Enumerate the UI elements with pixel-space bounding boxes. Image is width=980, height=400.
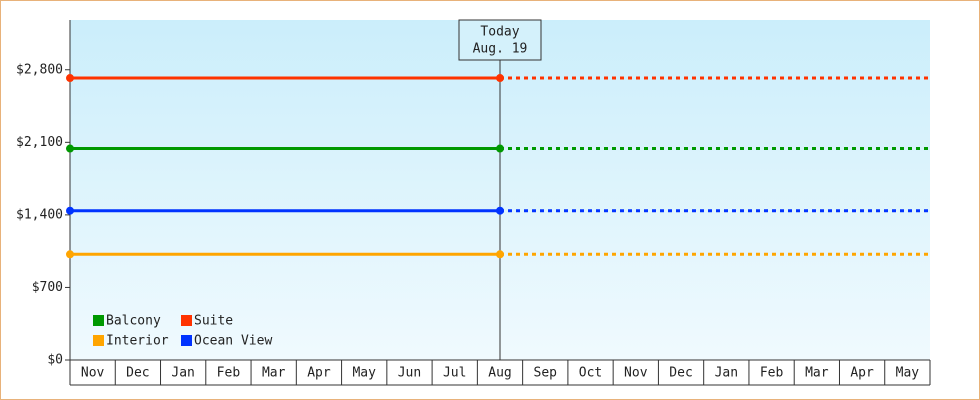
x-tick-label: Feb (760, 366, 784, 381)
x-tick-label: Jul (443, 366, 466, 381)
x-tick-label: Apr (307, 366, 331, 381)
point (496, 144, 504, 153)
legend-label: Suite (194, 314, 233, 329)
legend-label: Interior (106, 334, 169, 349)
x-tick-label: Nov (81, 366, 105, 381)
y-tick-label: $2,100 (16, 135, 63, 150)
point (496, 74, 504, 83)
today-label: Aug. 19 (473, 42, 528, 57)
legend-swatch (181, 315, 192, 326)
legend-swatch (93, 315, 104, 326)
x-tick-label: May (352, 366, 376, 381)
x-tick-label: Oct (579, 366, 602, 381)
x-tick-label: Dec (126, 366, 149, 381)
legend-label: Balcony (106, 314, 161, 329)
today-title: Today (480, 25, 519, 40)
x-tick-label: Mar (805, 366, 829, 381)
x-tick-label: Feb (217, 366, 241, 381)
legend-label: Ocean View (194, 334, 272, 349)
x-tick-label: Nov (624, 366, 648, 381)
x-tick-label: Jun (398, 366, 421, 381)
y-tick-label: $1,400 (16, 207, 63, 222)
x-tick-label: Aug (488, 366, 511, 381)
y-tick-label: $700 (32, 280, 63, 295)
x-tick-label: Mar (262, 366, 286, 381)
point (66, 144, 74, 153)
x-tick-label: May (896, 366, 920, 381)
y-tick-label: $0 (47, 353, 63, 368)
x-tick-label: Apr (850, 366, 874, 381)
x-tick-label: Sep (534, 366, 558, 381)
legend-swatch (181, 335, 192, 346)
today-box (458, 19, 542, 61)
point (66, 206, 74, 215)
point (66, 250, 74, 259)
legend-swatch (93, 335, 104, 346)
point (496, 206, 504, 215)
x-tick-label: Jan (171, 366, 194, 381)
point (496, 250, 504, 259)
x-tick-label: Dec (669, 366, 692, 381)
y-tick-label: $2,800 (16, 62, 63, 77)
point (66, 74, 74, 83)
x-tick-label: Jan (715, 366, 738, 381)
